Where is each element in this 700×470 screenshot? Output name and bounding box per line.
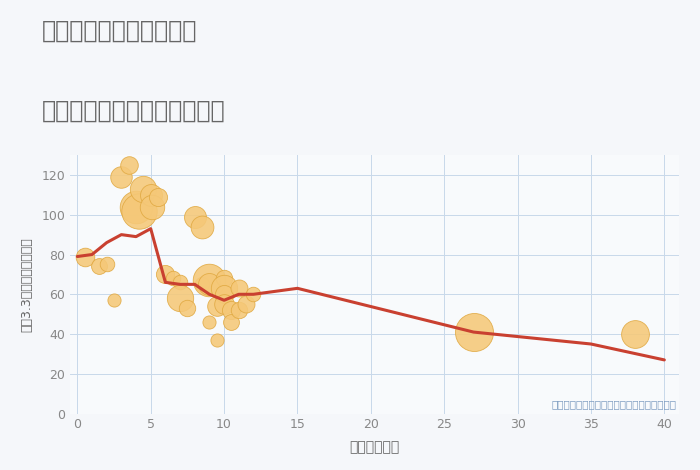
Point	[79, 253, 90, 260]
Point	[204, 281, 215, 288]
Point	[146, 203, 158, 211]
Point	[167, 274, 178, 282]
X-axis label: 築年数（年）: 築年数（年）	[349, 440, 400, 454]
Point	[211, 336, 223, 344]
Point	[108, 297, 120, 304]
Y-axis label: 坪（3.3㎡）単価（万円）: 坪（3.3㎡）単価（万円）	[20, 237, 33, 332]
Point	[116, 173, 127, 181]
Point	[468, 329, 480, 336]
Point	[204, 318, 215, 326]
Point	[241, 300, 252, 308]
Point	[629, 330, 641, 338]
Point	[218, 300, 230, 308]
Point	[174, 295, 186, 302]
Point	[130, 203, 141, 211]
Point	[226, 306, 237, 314]
Point	[123, 161, 134, 169]
Point	[204, 277, 215, 284]
Point	[211, 303, 223, 310]
Text: 円の大きさは、取引のあった物件面積を示す: 円の大きさは、取引のあった物件面積を示す	[551, 400, 676, 410]
Point	[197, 281, 208, 288]
Point	[218, 274, 230, 282]
Point	[160, 271, 171, 278]
Point	[218, 284, 230, 292]
Point	[233, 284, 244, 292]
Point	[248, 290, 259, 298]
Point	[138, 185, 149, 193]
Point	[233, 306, 244, 314]
Point	[197, 223, 208, 230]
Point	[218, 290, 230, 298]
Point	[189, 213, 200, 220]
Point	[226, 318, 237, 326]
Point	[174, 279, 186, 286]
Point	[153, 193, 164, 201]
Text: 奈良県奈良市四条大路の: 奈良県奈良市四条大路の	[42, 19, 197, 43]
Text: 築年数別中古マンション価格: 築年数別中古マンション価格	[42, 99, 225, 123]
Point	[134, 207, 145, 214]
Point	[101, 261, 112, 268]
Point	[94, 263, 105, 270]
Point	[145, 191, 156, 199]
Point	[182, 305, 193, 312]
